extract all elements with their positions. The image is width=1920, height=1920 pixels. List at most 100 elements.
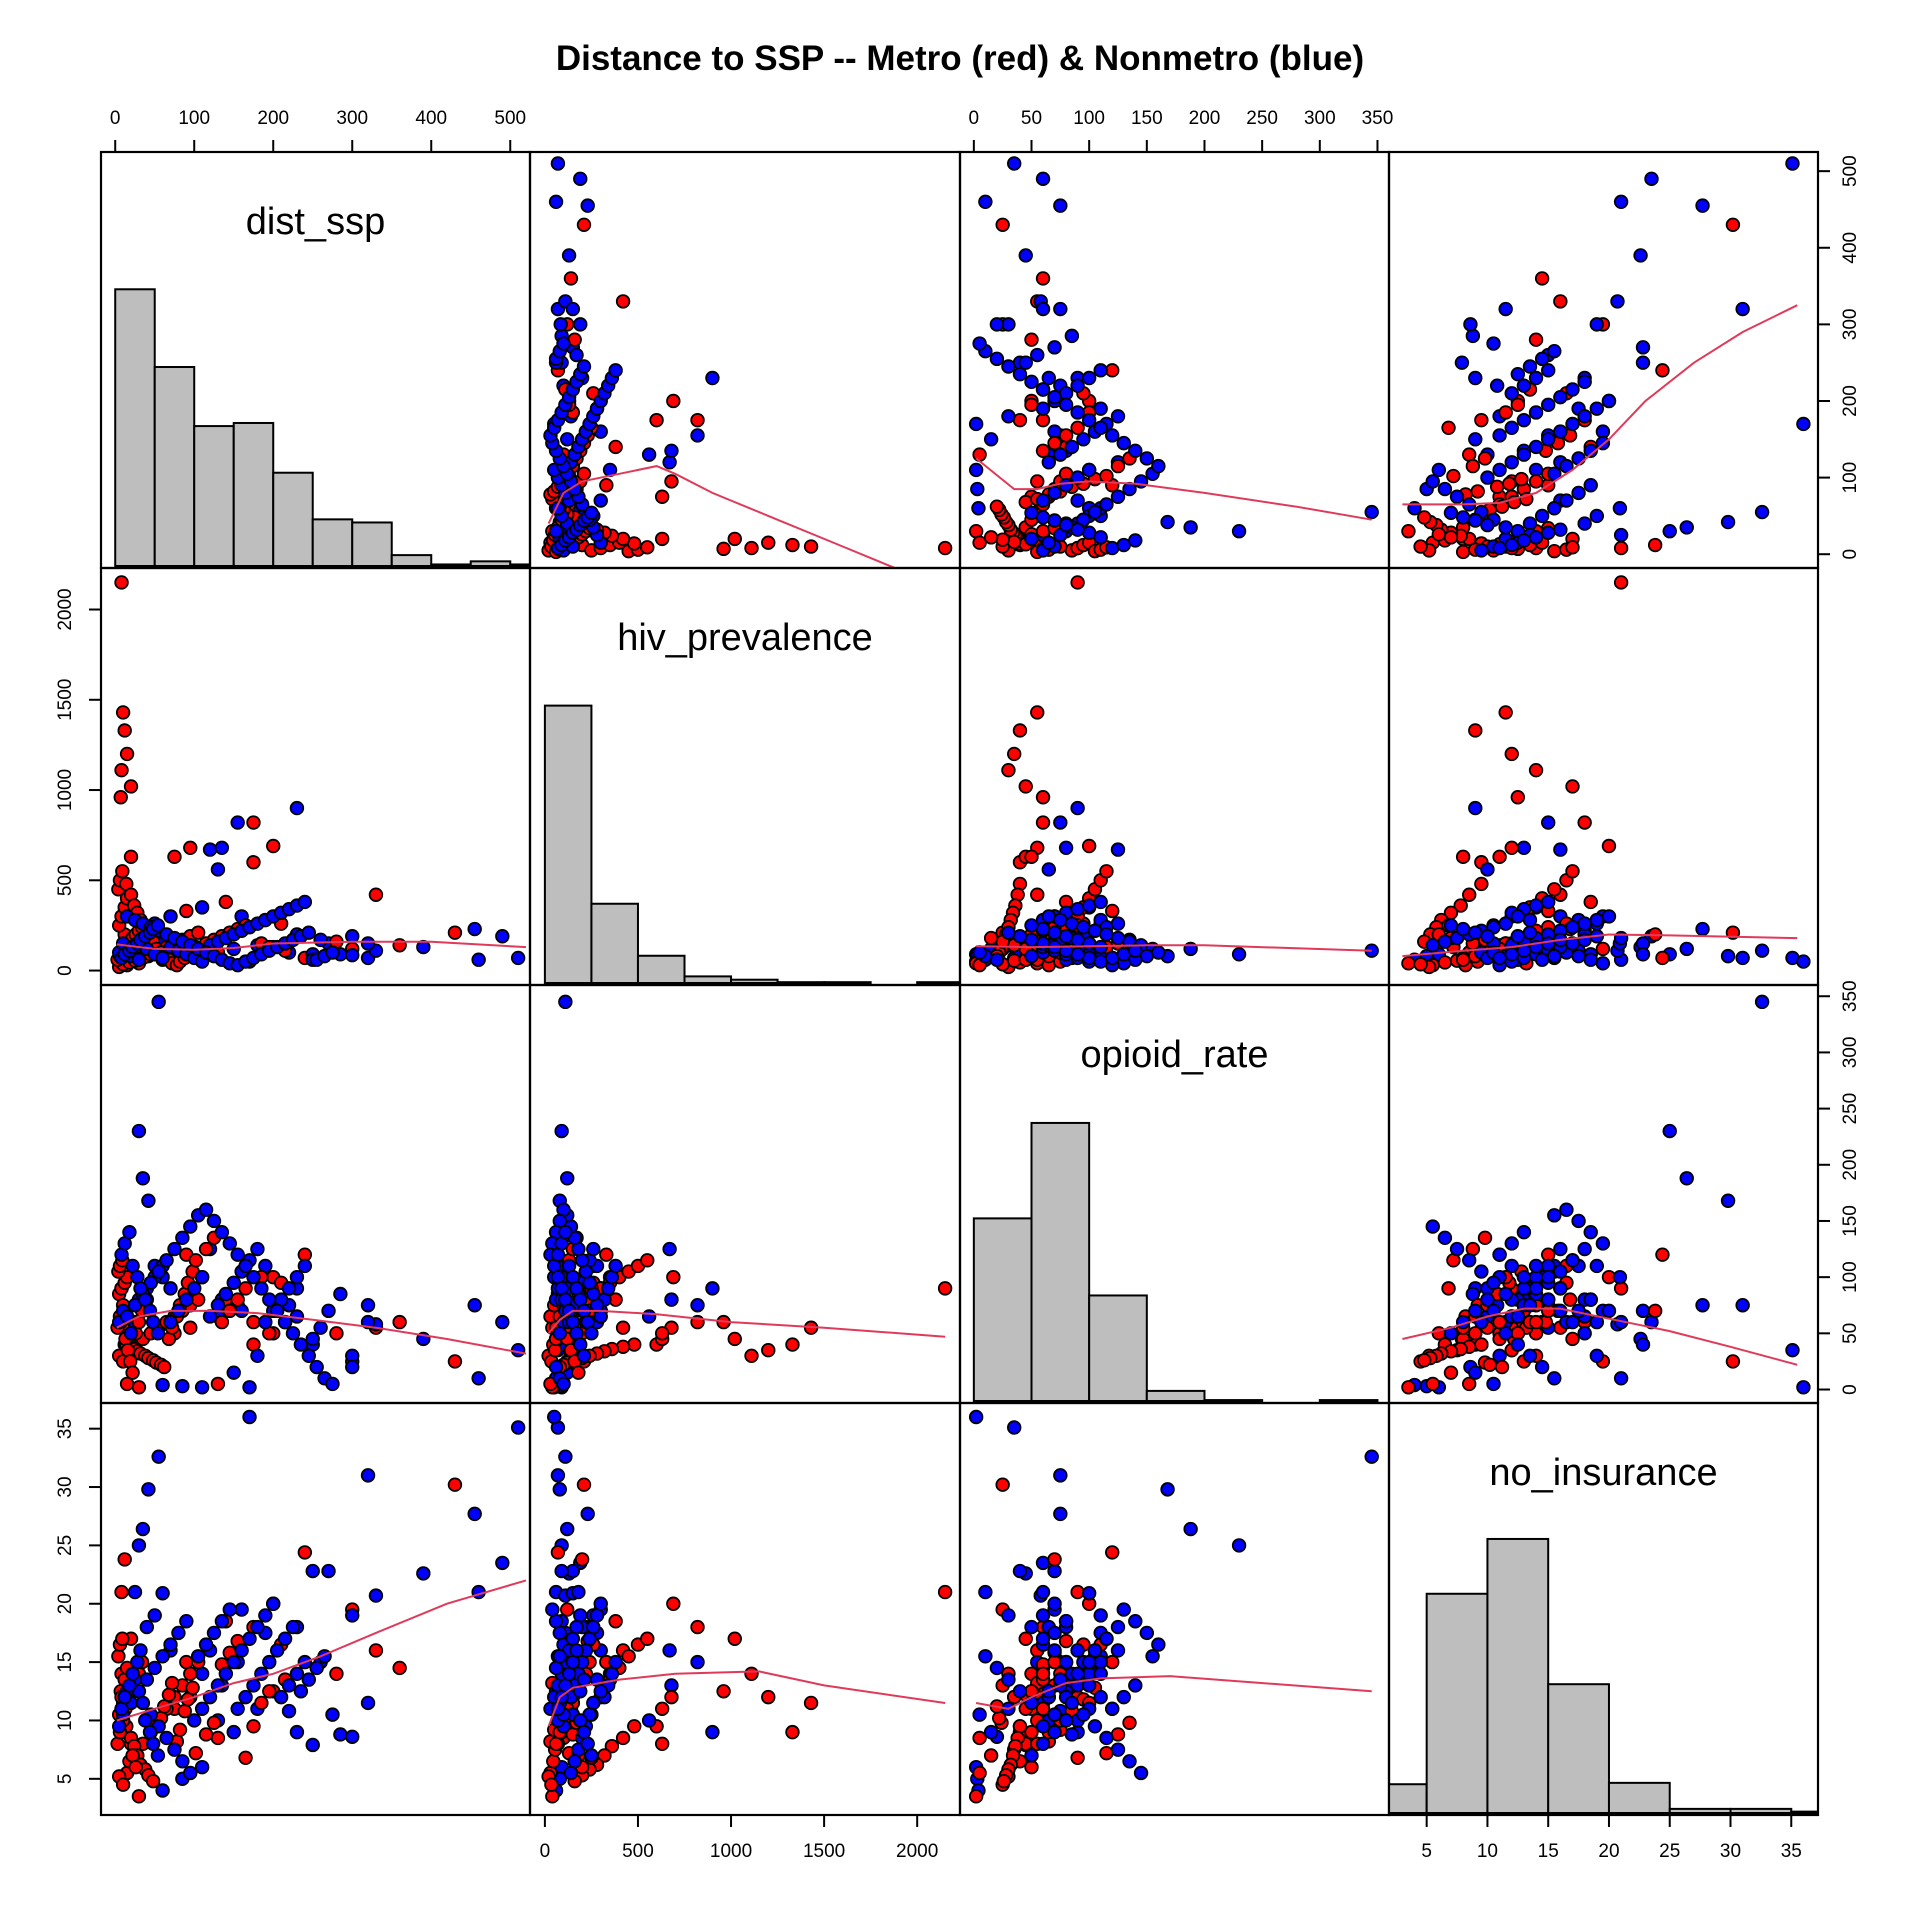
data-point-nonmetro [1047, 1724, 1062, 1740]
data-point-nonmetro [218, 1666, 234, 1681]
loess-smooth-line [1402, 933, 1798, 958]
data-point-nonmetro [1047, 1563, 1062, 1579]
panel-content [110, 994, 527, 1395]
loess-smooth-line [547, 465, 898, 568]
data-point-nonmetro [1516, 412, 1532, 428]
data-point-nonmetro [593, 1596, 608, 1611]
tick-label: 1500 [803, 1841, 845, 1862]
data-point-nonmetro [1577, 1326, 1592, 1341]
data-point-nonmetro [1565, 1314, 1580, 1330]
data-point-nonmetro [1024, 374, 1039, 390]
tick-label: 10 [55, 1710, 76, 1731]
data-point-metro [447, 1477, 463, 1492]
data-point-nonmetro [289, 1666, 305, 1681]
data-point-nonmetro [234, 1643, 249, 1658]
data-point-nonmetro [1504, 386, 1519, 401]
panel-opioid_rate-vs-hiv_prevalence [528, 983, 962, 1405]
data-point-nonmetro [662, 1241, 677, 1257]
data-point-metro [1474, 1337, 1489, 1352]
data-point-nonmetro [194, 1269, 210, 1285]
data-point-nonmetro [130, 1654, 145, 1670]
data-point-nonmetro [1058, 840, 1074, 856]
data-point-nonmetro [1081, 412, 1097, 428]
data-point-nonmetro [1492, 428, 1507, 443]
tick-label: 0 [110, 108, 121, 129]
data-point-metro [1070, 1750, 1085, 1766]
panel-content [1401, 575, 1811, 975]
data-point-nonmetro [548, 1614, 564, 1629]
data-point-nonmetro [155, 950, 170, 966]
data-point-nonmetro [690, 1298, 705, 1313]
data-point-metro [1455, 849, 1471, 865]
data-point-nonmetro [250, 1619, 265, 1635]
data-point-nonmetro [1547, 343, 1562, 359]
data-point-nonmetro [258, 1608, 273, 1623]
data-point-nonmetro [1498, 1326, 1513, 1341]
loess-smooth-line [975, 1675, 1372, 1710]
data-point-nonmetro [1151, 458, 1166, 474]
data-point-metro [1583, 894, 1598, 910]
data-point-metro [172, 1722, 188, 1737]
data-point-metro [1401, 524, 1416, 539]
data-point-metro [1455, 952, 1471, 967]
panel-content [1401, 994, 1811, 1395]
data-point-nonmetro [1070, 470, 1085, 485]
data-point-nonmetro [1612, 1269, 1628, 1285]
panel-hiv_prevalence-vs-hiv_prevalence: hiv_prevalence [528, 566, 962, 987]
panel-content [972, 1121, 1379, 1403]
data-point-metro [1007, 534, 1022, 550]
loess-smooth-line [1402, 304, 1798, 506]
data-point-metro [246, 855, 261, 870]
data-point-metro [972, 1765, 987, 1781]
data-point-nonmetro [214, 1614, 230, 1629]
data-point-nonmetro [558, 994, 573, 1010]
data-point-metro [571, 1365, 586, 1380]
panel-content [543, 704, 960, 985]
data-point-metro [297, 1545, 313, 1560]
data-point-nonmetro [1796, 954, 1811, 969]
data-point-metro [744, 1666, 759, 1681]
data-point-nonmetro [1541, 936, 1556, 951]
data-point-metro [1528, 332, 1544, 347]
data-point-nonmetro [242, 1380, 257, 1395]
data-point-nonmetro [1720, 514, 1736, 530]
data-point-metro [627, 1719, 642, 1734]
data-point-metro [1510, 397, 1526, 413]
histogram-bar [683, 975, 733, 984]
data-point-nonmetro [1486, 336, 1501, 351]
data-point-nonmetro [1565, 1253, 1580, 1268]
data-point-nonmetro [1528, 439, 1544, 455]
data-point-nonmetro [155, 1783, 170, 1798]
data-point-metro [1070, 575, 1085, 590]
data-point-nonmetro [242, 1409, 257, 1425]
data-point-nonmetro [1443, 505, 1459, 521]
panel-frame [958, 1401, 1391, 1817]
data-point-metro [761, 535, 776, 550]
data-point-metro [545, 1789, 560, 1804]
data-point-nonmetro [548, 1660, 564, 1676]
data-point-nonmetro [1679, 1171, 1694, 1186]
data-point-nonmetro [510, 950, 526, 966]
data-point-metro [1655, 950, 1670, 966]
data-point-metro [1647, 537, 1663, 553]
data-point-metro [1468, 723, 1483, 738]
data-point-metro [1441, 420, 1456, 436]
data-point-metro [254, 1695, 269, 1711]
tick-label: 300 [1304, 108, 1336, 129]
data-point-nonmetro [1070, 405, 1085, 420]
data-point-nonmetro [141, 1193, 156, 1208]
data-point-nonmetro [155, 1649, 170, 1664]
data-point-nonmetro [1553, 424, 1568, 439]
data-point-nonmetro [179, 1292, 194, 1307]
tick-label: 100 [1840, 1261, 1861, 1293]
data-point-metro [560, 1602, 575, 1617]
data-point-nonmetro [155, 1586, 170, 1601]
left-axis-no_insurance: 5 10 15 20 25 30 35 [55, 1418, 101, 1784]
data-point-nonmetro [1571, 948, 1586, 964]
data-point-nonmetro [1547, 948, 1562, 964]
tick-label: 35 [55, 1418, 76, 1439]
data-point-nonmetro [580, 198, 595, 213]
data-point-nonmetro [1425, 474, 1440, 489]
panel-dist_ssp-vs-hiv_prevalence [528, 150, 962, 570]
histogram-bar [776, 981, 826, 985]
